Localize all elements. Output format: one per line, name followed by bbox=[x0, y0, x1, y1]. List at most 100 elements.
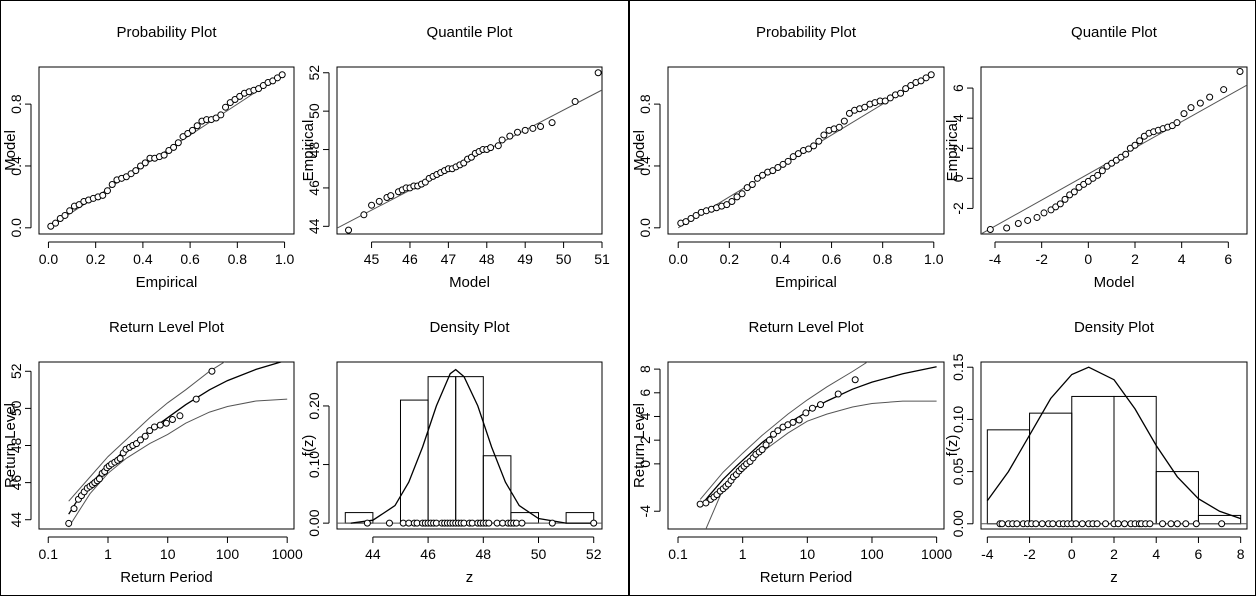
x-tick-label: -2 bbox=[1035, 251, 1048, 267]
plot-content bbox=[337, 368, 602, 527]
data-point bbox=[1187, 104, 1195, 112]
x-tick-label: 10 bbox=[800, 546, 816, 562]
data-point bbox=[851, 376, 859, 384]
y-axis-label: Model bbox=[2, 130, 19, 171]
density-curve bbox=[986, 366, 1241, 520]
data-point bbox=[805, 145, 813, 153]
data-point bbox=[212, 114, 220, 122]
y-tick-label: 0.8 bbox=[637, 94, 653, 114]
data-point bbox=[1024, 216, 1032, 224]
x-tick-label: 0.2 bbox=[86, 251, 106, 267]
histogram-bar bbox=[565, 512, 595, 524]
data-point bbox=[521, 126, 529, 134]
y-tick-label: 8 bbox=[637, 365, 653, 373]
data-point bbox=[1196, 99, 1204, 107]
x-tick-label: 51 bbox=[594, 251, 610, 267]
data-point bbox=[108, 181, 116, 189]
data-point bbox=[917, 77, 925, 85]
data-point bbox=[1061, 195, 1069, 203]
data-point bbox=[738, 190, 746, 198]
data-point bbox=[168, 416, 176, 424]
rug-point bbox=[1102, 520, 1110, 528]
data-point bbox=[696, 500, 704, 508]
data-point bbox=[1236, 68, 1244, 76]
plot-left-quantile-plot: Quantile Plot Model Empirical 45 46 47 48 49 50 5… bbox=[300, 24, 610, 291]
histogram-bar bbox=[1071, 395, 1115, 525]
data-point bbox=[116, 454, 124, 462]
data-point bbox=[122, 173, 130, 181]
y-tick-label: 48 bbox=[306, 142, 322, 158]
data-point bbox=[529, 124, 537, 132]
data-point bbox=[217, 111, 225, 119]
data-point bbox=[881, 97, 889, 105]
y-tick-label: 0.0 bbox=[637, 218, 653, 238]
data-point bbox=[682, 218, 690, 226]
chart-title: Return Level Plot bbox=[748, 319, 864, 336]
y-tick-label: 6 bbox=[950, 84, 966, 92]
y-tick-label: 50 bbox=[306, 103, 322, 119]
y-axis-label: Empirical bbox=[300, 120, 317, 182]
data-point bbox=[222, 103, 230, 111]
data-point bbox=[902, 85, 910, 93]
data-point bbox=[922, 74, 930, 82]
x-tick-label: 46 bbox=[402, 251, 418, 267]
data-point bbox=[1206, 93, 1214, 101]
data-point bbox=[160, 151, 168, 159]
data-point bbox=[61, 211, 69, 219]
data-point bbox=[789, 418, 797, 426]
data-point bbox=[687, 215, 695, 223]
data-point bbox=[794, 150, 802, 158]
x-tick-label: 100 bbox=[860, 546, 884, 562]
data-point bbox=[758, 446, 766, 454]
x-tick-label: 0.2 bbox=[720, 251, 740, 267]
x-tick-label: 46 bbox=[420, 546, 436, 562]
x-tick-label: 44 bbox=[365, 546, 381, 562]
y-tick-label: 6 bbox=[637, 389, 653, 397]
data-point bbox=[795, 416, 803, 424]
data-point bbox=[886, 94, 894, 102]
y-tick-label: -4 bbox=[637, 505, 653, 518]
x-axis-label: Return Period bbox=[120, 569, 213, 586]
x-tick-label: 4 bbox=[1178, 251, 1186, 267]
rug-point bbox=[1072, 520, 1080, 528]
data-point bbox=[141, 159, 149, 167]
data-point bbox=[487, 144, 495, 152]
data-point bbox=[897, 89, 905, 97]
rug-point bbox=[385, 519, 393, 527]
plot-right-density-plot: Density Plot z f(z) -4 -2 0 2 4 6 8 0.00 0.05 0.10 0.… bbox=[944, 319, 1248, 586]
y-axis-label: Empirical bbox=[944, 120, 961, 182]
rug-point bbox=[590, 519, 598, 527]
data-point bbox=[259, 82, 267, 90]
x-tick-label: 4 bbox=[1152, 546, 1160, 562]
data-point bbox=[1131, 141, 1139, 149]
histogram-bar bbox=[1029, 412, 1073, 525]
x-tick-label: 1 bbox=[104, 546, 112, 562]
data-point bbox=[99, 191, 107, 199]
data-point bbox=[156, 421, 164, 429]
data-point bbox=[174, 139, 182, 147]
x-axis-label: z bbox=[466, 569, 474, 586]
data-point bbox=[132, 167, 140, 175]
data-point bbox=[255, 85, 263, 93]
y-tick-label: 52 bbox=[8, 363, 24, 379]
x-tick-label: 6 bbox=[1224, 251, 1232, 267]
chart-title: Probability Plot bbox=[756, 24, 857, 41]
data-point bbox=[692, 211, 700, 219]
data-point bbox=[762, 441, 770, 449]
chart-title: Quantile Plot bbox=[1071, 24, 1158, 41]
plot-content bbox=[47, 71, 286, 230]
data-point bbox=[273, 74, 281, 82]
x-tick-label: 8 bbox=[1237, 546, 1245, 562]
left-panel-frame bbox=[0, 0, 629, 596]
y-tick-label: 0 bbox=[637, 460, 653, 468]
x-tick-label: 47 bbox=[441, 251, 457, 267]
x-tick-label: 1.0 bbox=[924, 251, 944, 267]
data-point bbox=[835, 123, 843, 131]
y-tick-label: 0 bbox=[950, 174, 966, 182]
y-tick-label: 0.00 bbox=[950, 510, 966, 537]
histogram-bar bbox=[1113, 395, 1157, 525]
rug-point bbox=[1078, 520, 1086, 528]
data-point bbox=[184, 129, 192, 137]
data-point bbox=[1040, 209, 1048, 217]
